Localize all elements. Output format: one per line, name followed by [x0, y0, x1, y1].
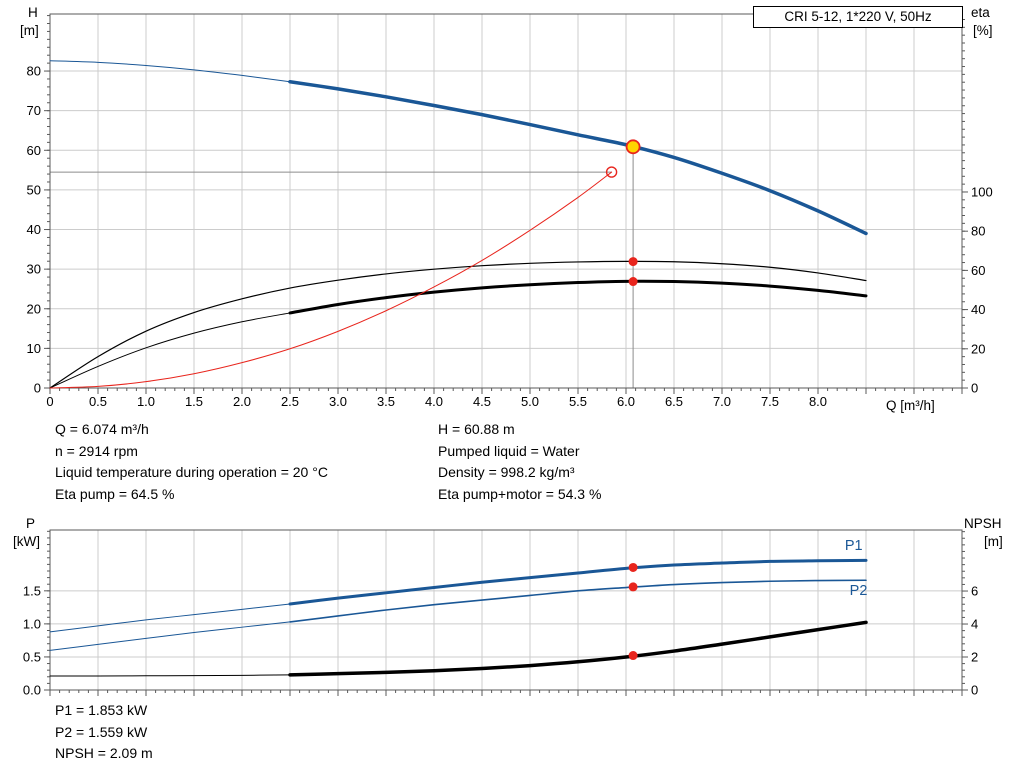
stat-head: H = 60.88 m	[438, 421, 515, 437]
x-tick-label: 4.0	[425, 394, 443, 409]
x-tick-label: 5.5	[569, 394, 587, 409]
y-tick-label: 100	[971, 184, 993, 199]
npsh-curve-extension	[49, 674, 291, 677]
npsh-axis-unit: [m]	[984, 534, 1003, 549]
x-tick-label: 2.5	[281, 394, 299, 409]
npsh-curve	[288, 620, 868, 677]
y-tick-label: 20	[971, 341, 985, 356]
y-tick-label: 1.0	[23, 616, 41, 631]
y-tick-label: 10	[27, 341, 41, 356]
x-tick-label: 8.0	[809, 394, 827, 409]
y-tick-label: 60	[27, 143, 41, 158]
x-tick-label: 1.5	[185, 394, 203, 409]
p1-curve-extension	[49, 603, 291, 633]
x-tick-label: 1.0	[137, 394, 155, 409]
y-tick-label: 0	[971, 381, 978, 396]
y-tick-label: 0	[971, 683, 978, 698]
p1-point-marker	[628, 562, 638, 572]
y-tick-label: 30	[27, 262, 41, 277]
x-tick-label: 3.0	[329, 394, 347, 409]
y-tick-label: 4	[971, 617, 978, 632]
eta-pump-motor-curve	[288, 279, 868, 315]
h-axis-label: H	[28, 5, 38, 20]
stat-eta-pump: Eta pump = 64.5 %	[55, 485, 175, 502]
y-tick-label: 40	[27, 222, 41, 237]
pump-title-box: CRI 5-12, 1*220 V, 50Hz	[753, 6, 963, 28]
y-tick-label: 40	[971, 302, 985, 317]
p1-curve	[288, 558, 868, 606]
y-tick-label: 70	[27, 103, 41, 118]
stat-speed: n = 2914 rpm	[55, 442, 138, 459]
hq-chart: 0 0.5 1.0 1.5 2.0 2.5 3.0 3.5 4.0 4.5 5.0 5.5 6.0 6.5…	[27, 13, 993, 409]
stat-p2: P2 = 1.559 kW	[55, 723, 148, 740]
x-tick-label: 3.5	[377, 394, 395, 409]
power-stats: P1 = 1.853 kW P2 = 1.559 kW NPSH = 2.09 …	[55, 700, 153, 765]
stat-flow: Q = 6.074 m³/h	[55, 421, 149, 437]
stat-p1: P1 = 1.853 kW	[55, 702, 148, 718]
curve-label-p1: P1	[845, 538, 863, 554]
p-axis-unit: [kW]	[13, 534, 40, 549]
pump-curve	[288, 80, 868, 236]
stat-eta-pump-motor: Eta pump+motor = 54.3 %	[438, 485, 602, 502]
y-tick-label: 2	[971, 650, 978, 665]
curve-label-p2: P2	[850, 583, 868, 599]
duty-stats-right: H = 60.88 m Pumped liquid = Water Densit…	[438, 419, 601, 505]
stat-liquid-temp: Liquid temperature during operation = 20…	[55, 464, 328, 481]
eta-axis-label: eta	[971, 5, 990, 20]
x-tick-label: 7.0	[713, 394, 731, 409]
p2-point-marker	[628, 582, 638, 592]
x-tick-label: 6.5	[665, 394, 683, 409]
x-tick-label: 0	[46, 394, 53, 409]
x-tick-label: 5.0	[521, 394, 539, 409]
x-tick-label: 4.5	[473, 394, 491, 409]
y-tick-label: 20	[27, 301, 41, 316]
y-tick-label: 60	[971, 263, 985, 278]
stat-density: Density = 998.2 kg/m³	[438, 464, 575, 481]
stat-pumped-liquid: Pumped liquid = Water	[438, 442, 580, 459]
p-npsh-chart: 0.0 0.5 1.0 1.5 0 2 4 6 P1 P2	[23, 529, 978, 698]
eta-pump-curve	[49, 260, 867, 389]
duty-stats-left: Q = 6.074 m³/h n = 2914 rpm Liquid tempe…	[55, 419, 328, 505]
y-tick-label: 0	[34, 381, 41, 396]
npsh-point-marker	[628, 651, 638, 661]
requested-point-marker	[605, 166, 618, 178]
x-tick-label: 7.5	[761, 394, 779, 409]
x-tick-label: 2.0	[233, 394, 251, 409]
y-tick-label: 1.5	[23, 583, 41, 598]
eta-pump-motor-point-marker	[628, 277, 638, 287]
eta-axis-unit: [%]	[973, 23, 993, 38]
x-tick-label: 0.5	[89, 394, 107, 409]
p-axis-label: P	[26, 516, 36, 531]
y-tick-label: 0.0	[23, 683, 41, 698]
y-tick-label: 80	[971, 224, 985, 239]
y-tick-label: 0.5	[23, 649, 41, 664]
y-tick-label: 80	[27, 64, 41, 79]
pump-curve-extension	[49, 60, 291, 83]
duty-point-marker[interactable]	[625, 139, 641, 155]
x-tick-label: 6.0	[617, 394, 635, 409]
eta-pump-point-marker	[628, 257, 638, 267]
y-tick-label: 6	[971, 584, 978, 599]
system-curve	[49, 171, 613, 389]
y-tick-label: 50	[27, 182, 41, 197]
eta-pump-motor-extension	[49, 312, 291, 389]
stat-npsh: NPSH = 2.09 m	[55, 745, 153, 762]
npsh-axis-label: NPSH	[964, 516, 1002, 531]
p2-curve-extension	[49, 621, 291, 651]
p2-curve	[289, 579, 867, 623]
h-axis-unit: [m]	[20, 23, 39, 38]
q-axis-label: Q [m³/h]	[886, 398, 935, 413]
